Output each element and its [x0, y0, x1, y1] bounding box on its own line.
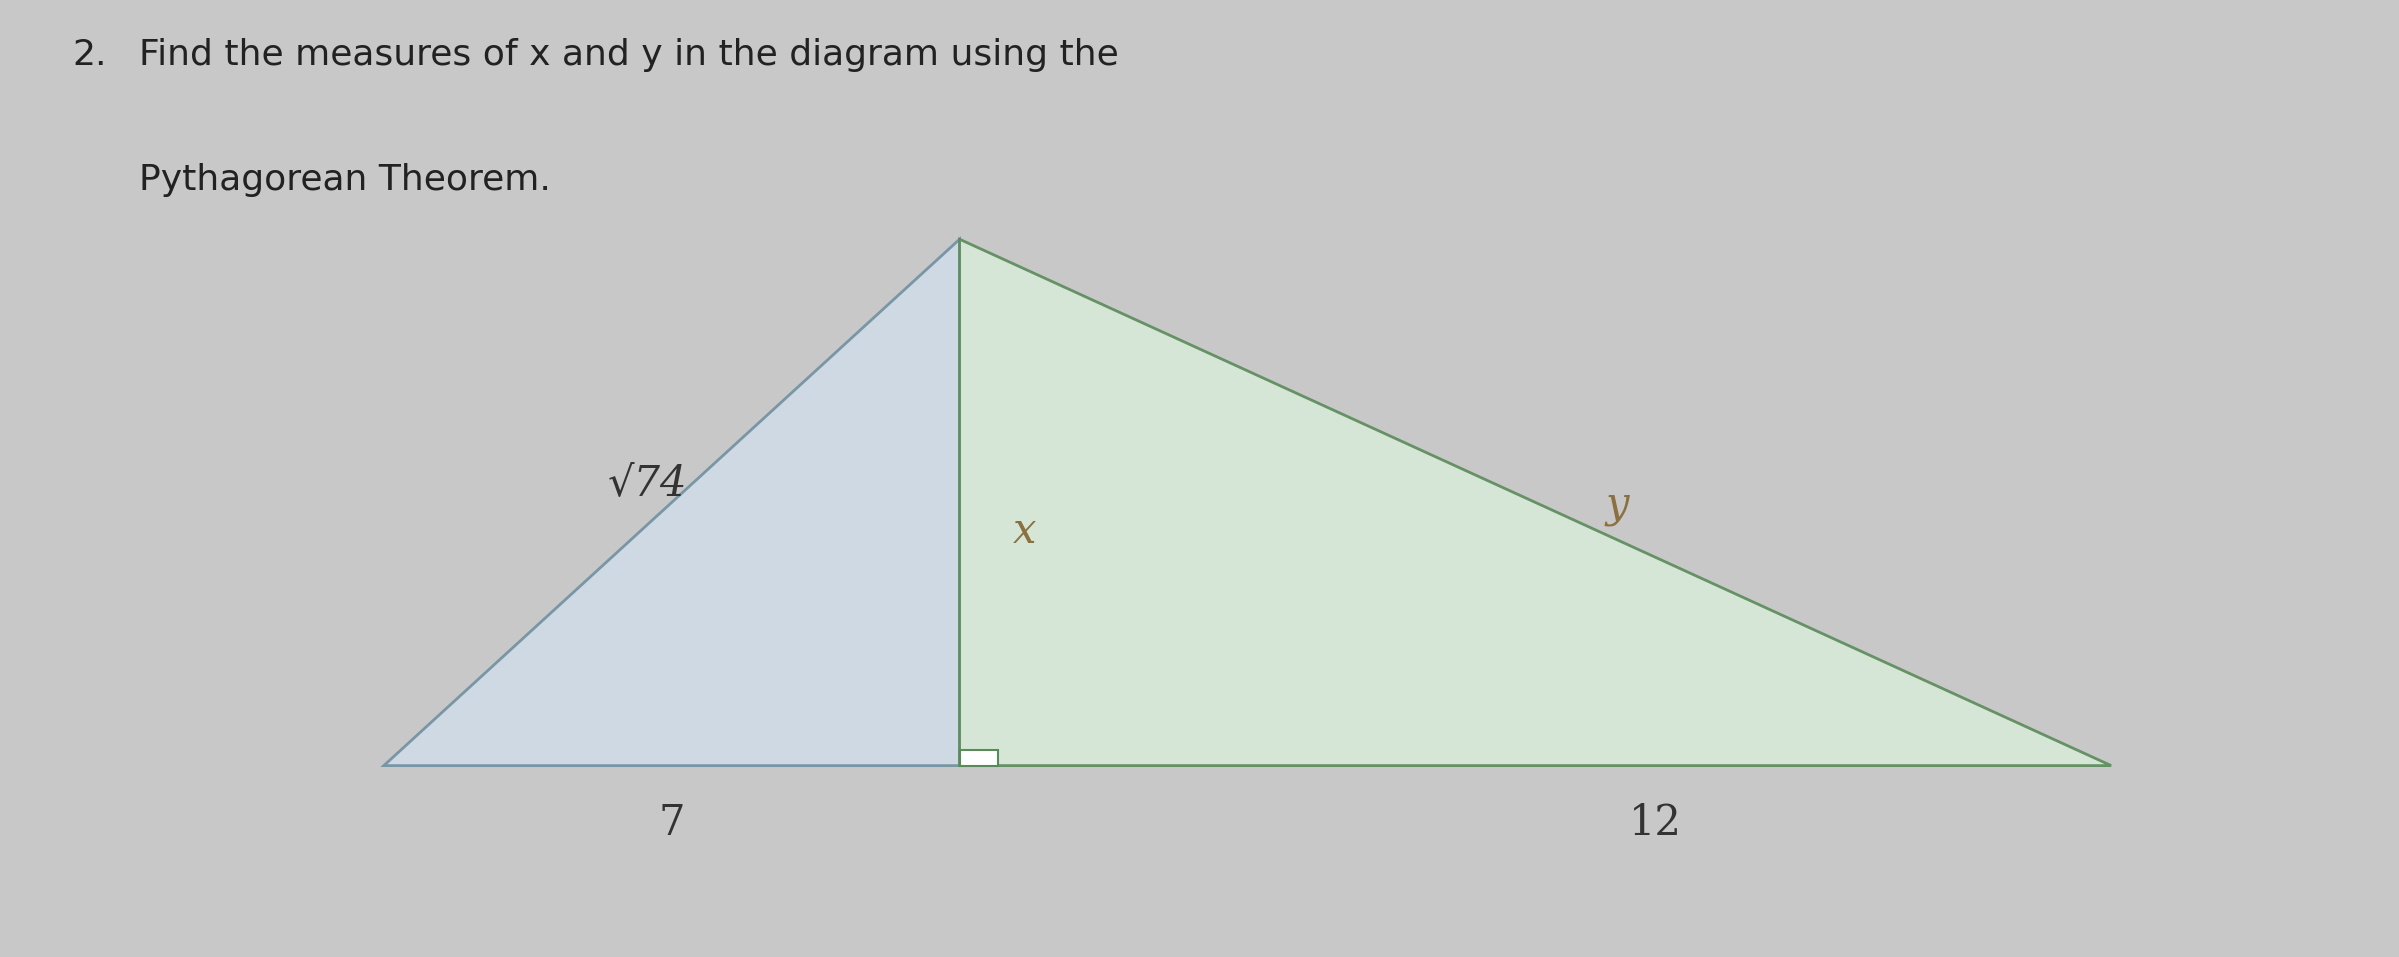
Text: Pythagorean Theorem.: Pythagorean Theorem. [139, 163, 552, 197]
Text: y: y [1605, 484, 1629, 525]
Polygon shape [960, 750, 998, 766]
Polygon shape [384, 239, 960, 766]
Text: 2.: 2. [72, 38, 106, 73]
Text: 12: 12 [1629, 802, 1682, 844]
Text: 7: 7 [657, 802, 686, 844]
Text: √74: √74 [607, 462, 689, 504]
Text: Find the measures of x and y in the diagram using the: Find the measures of x and y in the diag… [139, 38, 1118, 73]
Text: x: x [1012, 510, 1036, 552]
Polygon shape [960, 239, 2111, 766]
